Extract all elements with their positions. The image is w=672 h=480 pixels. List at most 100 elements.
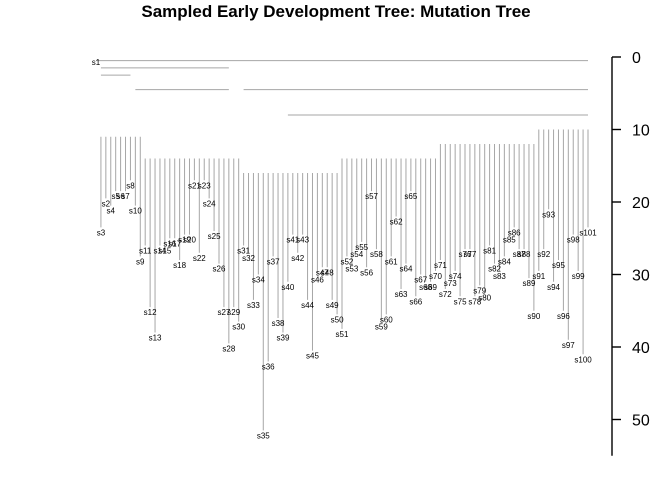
leaf-label: s35 — [257, 431, 270, 440]
leaf-label: s84 — [498, 257, 511, 266]
leaf-label: s56 — [360, 268, 373, 277]
axis-tick-label: 10 — [632, 123, 650, 140]
leaf-label: s31 — [237, 247, 250, 256]
leaf-label: s78 — [468, 297, 481, 306]
leaf-label: s90 — [527, 312, 540, 321]
leaf-label: s101 — [579, 228, 597, 237]
leaf-label: s2 — [102, 199, 111, 208]
leaf-label: s10 — [129, 207, 142, 216]
leaf-label: s96 — [557, 312, 570, 321]
leaf-label: s74 — [449, 272, 462, 281]
leaf-label: s91 — [532, 272, 545, 281]
leaf-label: s46 — [311, 276, 324, 285]
leaf-label: s20 — [183, 236, 196, 245]
leaf-label: s94 — [547, 283, 560, 292]
height-axis: 0 10 20 30 40 50 — [611, 50, 650, 456]
leaf-label: s25 — [208, 232, 221, 241]
leaf-label: s70 — [429, 272, 442, 281]
leaf-label: s66 — [409, 297, 422, 306]
leaf-label: s21 — [188, 181, 201, 190]
leaf-label: s32 — [242, 254, 255, 263]
leaf-label: s4 — [107, 207, 116, 216]
leaf-label: s87 — [513, 250, 526, 259]
leaf-label: s100 — [574, 355, 592, 364]
leaf-label: s92 — [537, 250, 550, 259]
leaf-label: s67 — [414, 276, 427, 285]
leaf-label: s26 — [213, 265, 226, 274]
leaf-label: s65 — [404, 192, 417, 201]
leaf-label: s60 — [380, 315, 393, 324]
leaf-label: s47 — [316, 268, 329, 277]
leaf-label: s59 — [375, 323, 388, 332]
leaf-label: s86 — [508, 228, 521, 237]
leaf-label: s80 — [478, 294, 491, 303]
leaf-label: s16 — [163, 239, 176, 248]
leaf-label: s5 — [111, 192, 120, 201]
axis-tick-label: 20 — [632, 195, 650, 212]
leaf-label: s44 — [301, 301, 314, 310]
leaf-label: s27 — [217, 308, 230, 317]
leaf-label: s36 — [262, 363, 275, 372]
axis-tick-label: 50 — [632, 413, 650, 430]
leaf-label: s42 — [291, 254, 304, 263]
leaf-label: s85 — [503, 236, 516, 245]
leaf-label: s22 — [193, 254, 206, 263]
leaf-label: s71 — [434, 261, 447, 270]
leaf-label: s52 — [340, 257, 353, 266]
leaf-label: s58 — [370, 250, 383, 259]
leaf-label: s43 — [296, 236, 309, 245]
chart-title: Sampled Early Development Tree: Mutation… — [141, 2, 531, 21]
leaf-label: s77 — [463, 250, 476, 259]
leaf-label: s15 — [158, 247, 171, 256]
leaf-label: s17 — [168, 239, 181, 248]
leaf-labels: s1s3s2s4s5s6s7s8s10s9s11s12s13s14s15s16s… — [92, 58, 597, 440]
leaf-label: s99 — [572, 272, 585, 281]
leaf-label: s50 — [331, 315, 344, 324]
leaf-label: s97 — [562, 341, 575, 350]
leaf-label: s69 — [424, 283, 437, 292]
leaf-label: s9 — [136, 257, 145, 266]
leaf-label: s88 — [518, 250, 531, 259]
leaf-label: s51 — [336, 330, 349, 339]
leaf-label: s75 — [454, 297, 467, 306]
leaf-label: s7 — [121, 192, 130, 201]
axis-tick-label: 40 — [632, 340, 650, 357]
leaf-label: s41 — [286, 236, 299, 245]
leaf-label: s12 — [144, 308, 157, 317]
leaf-label: s57 — [365, 192, 378, 201]
leaf-label: s33 — [247, 301, 260, 310]
leaf-label: s3 — [97, 228, 106, 237]
leaf-label: s23 — [198, 181, 211, 190]
leaf-label: s73 — [444, 279, 457, 288]
leaf-label: s30 — [232, 323, 245, 332]
leaf-label: s61 — [385, 257, 398, 266]
leaf-label: s53 — [345, 265, 358, 274]
leaf-label: s63 — [395, 290, 408, 299]
leaf-label: s98 — [567, 236, 580, 245]
leaf-label: s93 — [542, 210, 555, 219]
leaf-label: s82 — [488, 265, 501, 274]
tree-branches — [96, 60, 589, 431]
leaf-label: s24 — [203, 199, 216, 208]
leaf-label: s49 — [326, 301, 339, 310]
leaf-label: s11 — [139, 247, 152, 256]
leaf-label: s37 — [267, 257, 280, 266]
leaf-label: s18 — [173, 261, 186, 270]
leaf-label: s89 — [523, 279, 536, 288]
leaf-label: s54 — [350, 250, 363, 259]
leaf-label: s68 — [419, 283, 432, 292]
leaf-label: s55 — [355, 243, 368, 252]
leaf-label: s14 — [154, 247, 167, 256]
leaf-label: s39 — [277, 334, 290, 343]
leaf-label: s1 — [92, 58, 101, 67]
axis-tick-label: 0 — [632, 50, 641, 67]
leaf-label: s38 — [272, 319, 285, 328]
leaf-label: s62 — [390, 218, 403, 227]
leaf-label: s64 — [400, 265, 413, 274]
leaf-label: s72 — [439, 290, 452, 299]
leaf-label: s76 — [459, 250, 472, 259]
leaf-label: s81 — [483, 247, 496, 256]
axis-tick-label: 30 — [632, 268, 650, 285]
